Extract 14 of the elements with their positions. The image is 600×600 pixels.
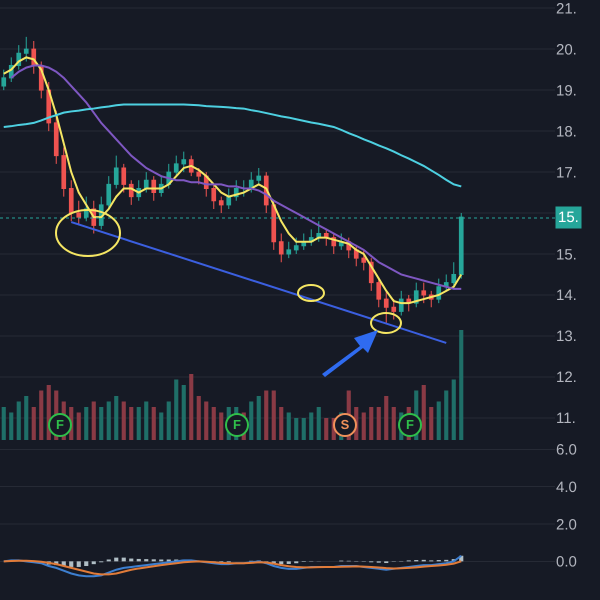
y-tick-label: 14. (556, 287, 577, 304)
y-tick-label: 18. (556, 123, 577, 140)
y-tick-label: 17. (556, 164, 577, 182)
y-tick-label: 13. (556, 328, 577, 346)
y-tick-label: 11. (556, 410, 576, 428)
y-tick-label: 19. (556, 82, 577, 100)
y-tick-label: 21. (556, 0, 577, 18)
y-tick-label: 15. (556, 246, 577, 264)
y-tick-label: 20. (556, 41, 577, 58)
y-tick-label: 6.0 (556, 442, 577, 459)
y-tick-label: 0.0 (556, 554, 577, 571)
y-tick-label: 4.0 (556, 478, 577, 496)
y-tick-label: 2.0 (556, 516, 577, 534)
y-tick-label: 12. (556, 369, 577, 386)
